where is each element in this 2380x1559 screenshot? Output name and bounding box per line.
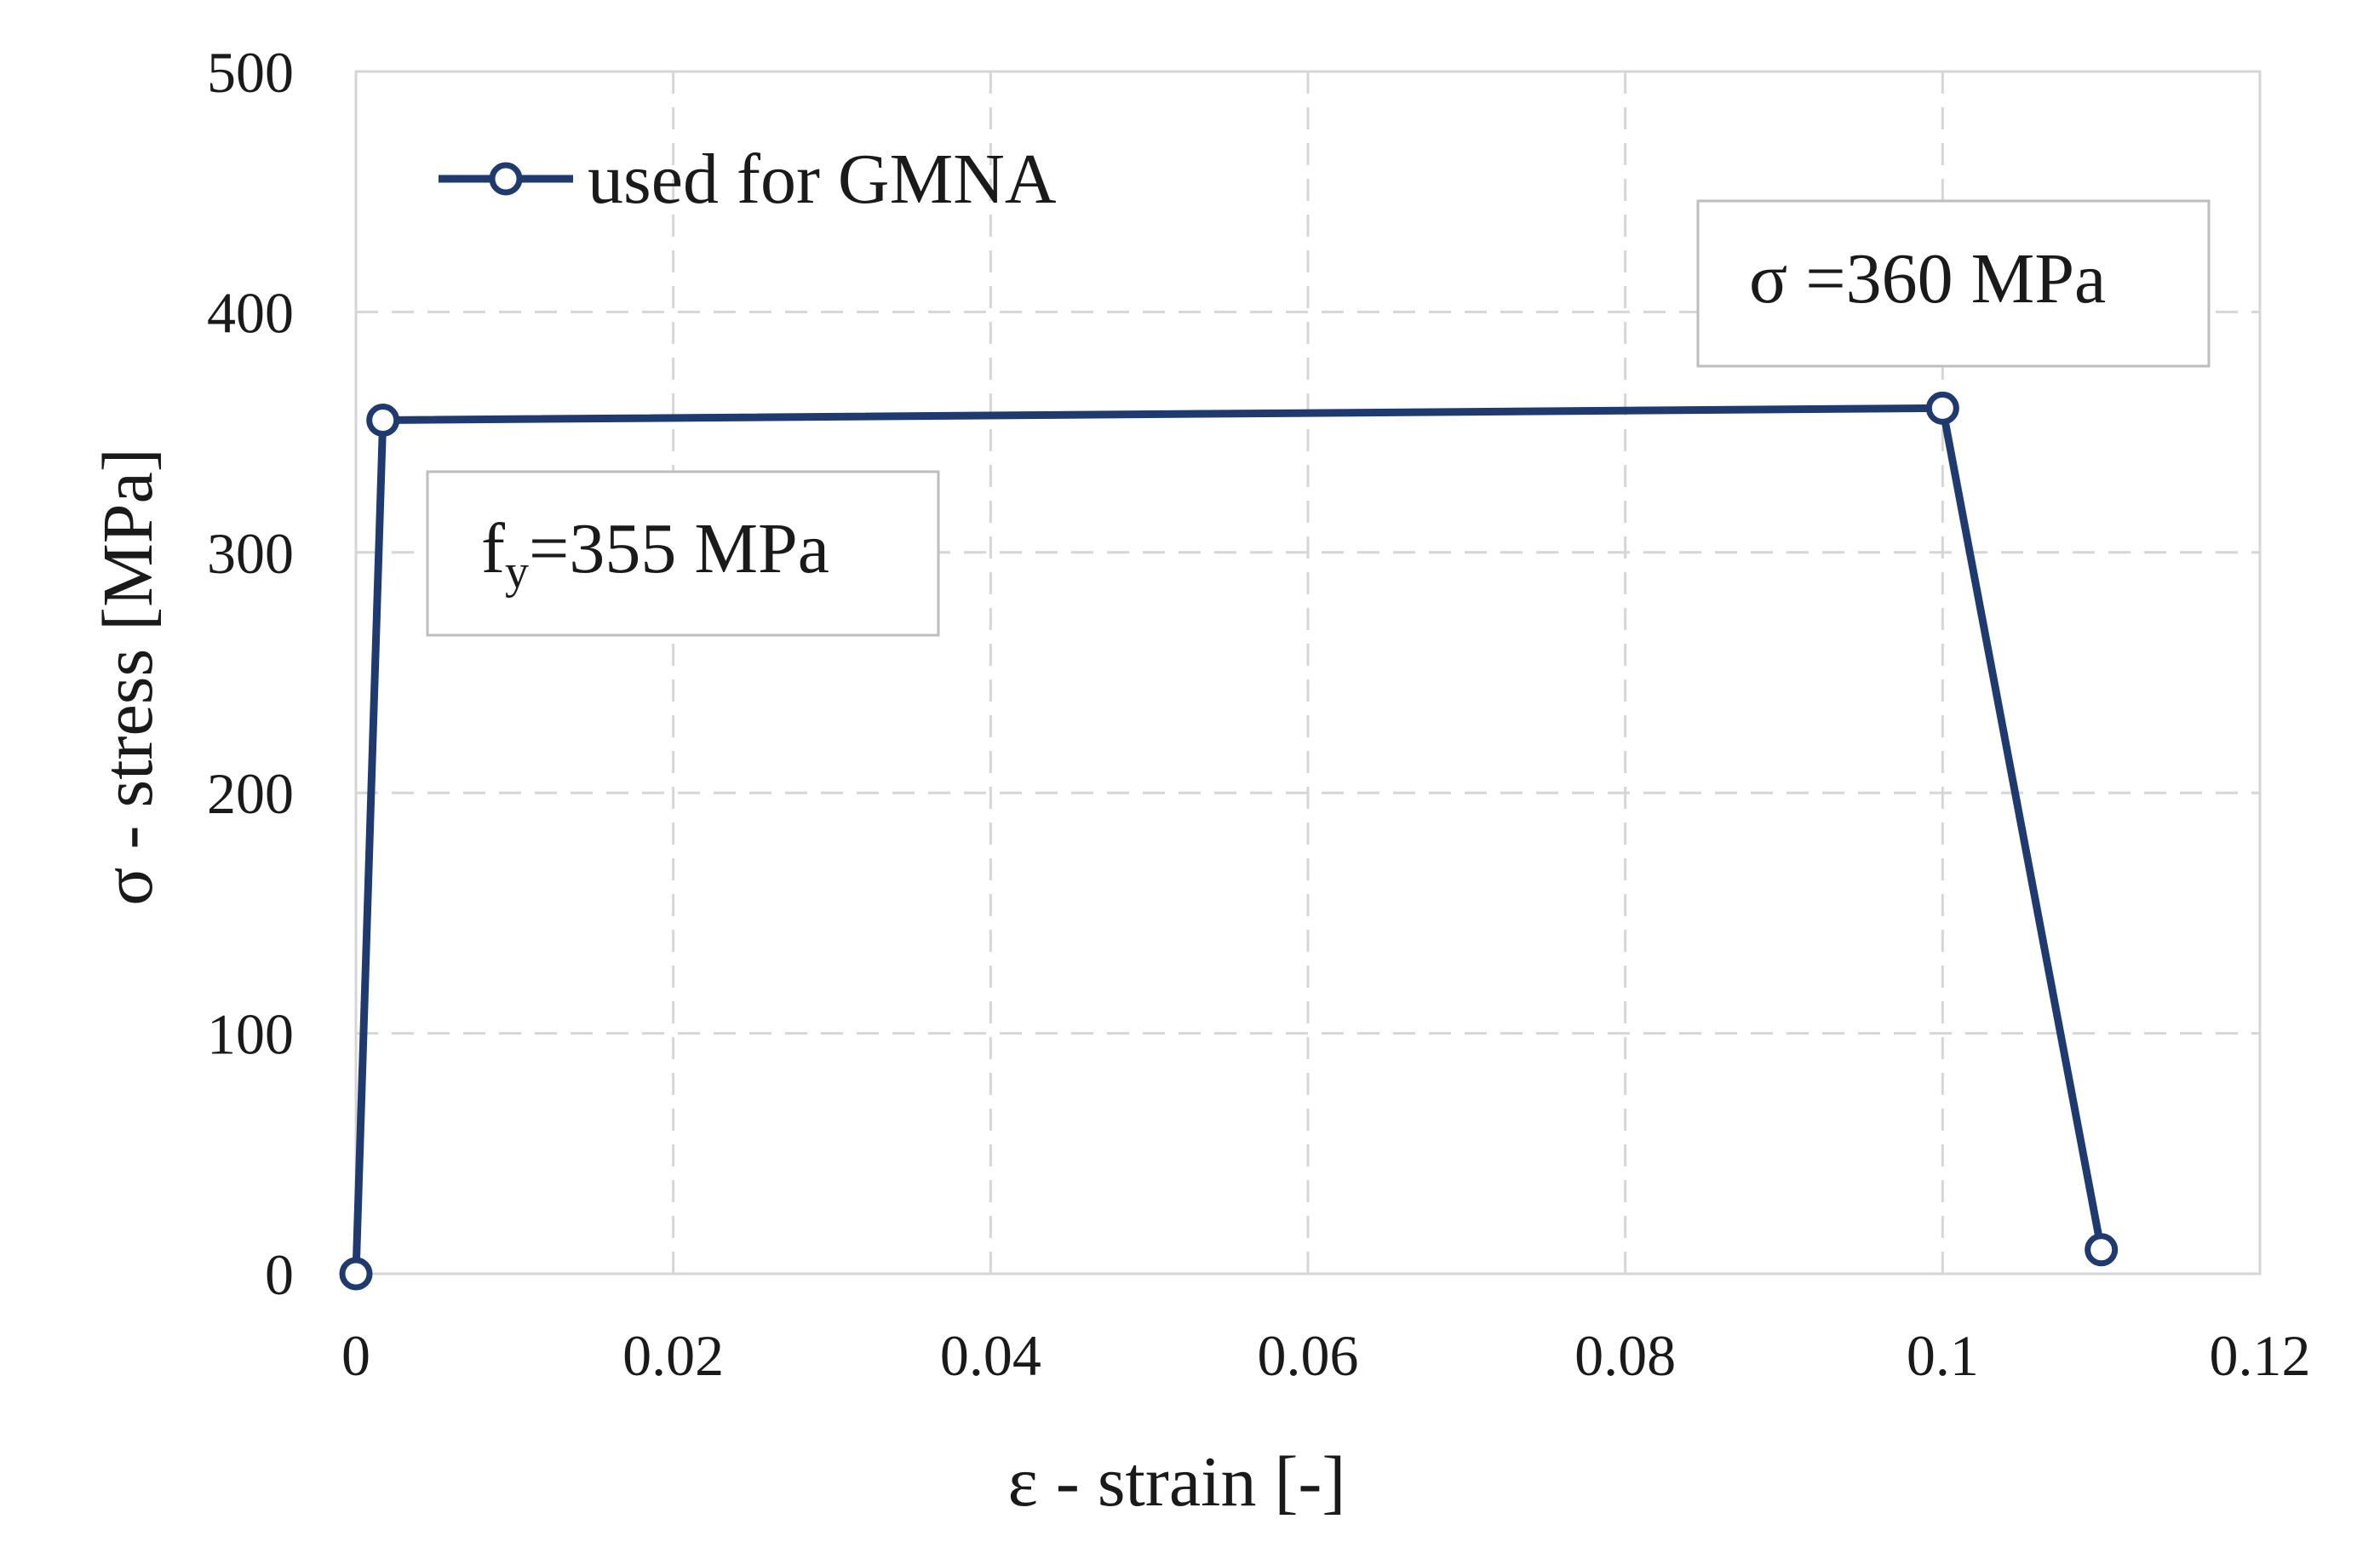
annotation-yield-stress-text: fy=355 MPa (481, 509, 829, 599)
y-axis-label: σ - stress [MPa] (89, 448, 168, 906)
grid-lines (354, 70, 2262, 1275)
plot-area-border (354, 70, 2262, 1275)
data-point (2085, 1233, 2119, 1267)
x-tick-label: 0.08 (1574, 1323, 1676, 1388)
x-tick-label: 0.1 (1907, 1323, 1979, 1388)
y-tick-label: 300 (207, 521, 294, 586)
x-tick-label: 0.02 (622, 1323, 724, 1388)
x-tick-label: 0.06 (1258, 1323, 1359, 1388)
series-line (352, 404, 2106, 1275)
x-tick-label: 0.12 (2210, 1323, 2311, 1388)
data-point (366, 403, 400, 437)
annotation-peak-stress: σ =360 MPa (1696, 199, 2211, 368)
annotation-peak-stress-box (1696, 199, 2211, 368)
x-tick-label: 0 (341, 1323, 370, 1388)
annotation-yield-stress: fy=355 MPa (426, 470, 940, 637)
data-point (1925, 391, 1959, 425)
data-point (339, 1257, 373, 1291)
y-axis-ticks: 0 100 200 300 400 500 (207, 40, 294, 1307)
annotation-yield-stress-value: =355 MPa (529, 509, 829, 588)
legend-series-label: used for GMNA (588, 140, 1057, 219)
y-tick-label: 400 (207, 280, 294, 345)
annotation-yield-stress-main: f (481, 509, 505, 588)
x-axis-ticks: 0 0.02 0.04 0.06 0.08 0.1 0.12 (341, 1323, 2311, 1388)
y-tick-label: 100 (207, 1002, 294, 1067)
series-layer (339, 391, 2119, 1291)
y-tick-label: 200 (207, 761, 294, 826)
legend: used for GMNA (439, 140, 1057, 219)
legend-series-marker (489, 162, 523, 196)
annotation-yield-stress-subscript: y (505, 546, 529, 599)
x-axis-label: ε - strain [-] (1008, 1442, 1346, 1522)
annotation-yield-stress-box (426, 470, 940, 637)
x-tick-label: 0.04 (940, 1323, 1041, 1388)
y-tick-label: 500 (207, 40, 294, 105)
y-tick-label: 0 (265, 1242, 294, 1307)
annotation-peak-stress-text: σ =360 MPa (1749, 239, 2106, 318)
